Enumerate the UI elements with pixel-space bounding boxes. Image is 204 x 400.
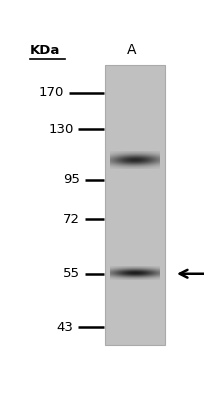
Text: 170: 170 <box>39 86 64 100</box>
Text: A: A <box>127 43 136 57</box>
Bar <box>104 65 165 345</box>
Text: 55: 55 <box>63 267 80 280</box>
Text: 43: 43 <box>57 320 74 334</box>
Text: 95: 95 <box>63 173 80 186</box>
Text: 72: 72 <box>63 212 80 226</box>
Text: KDa: KDa <box>30 44 61 57</box>
Text: 130: 130 <box>48 123 74 136</box>
